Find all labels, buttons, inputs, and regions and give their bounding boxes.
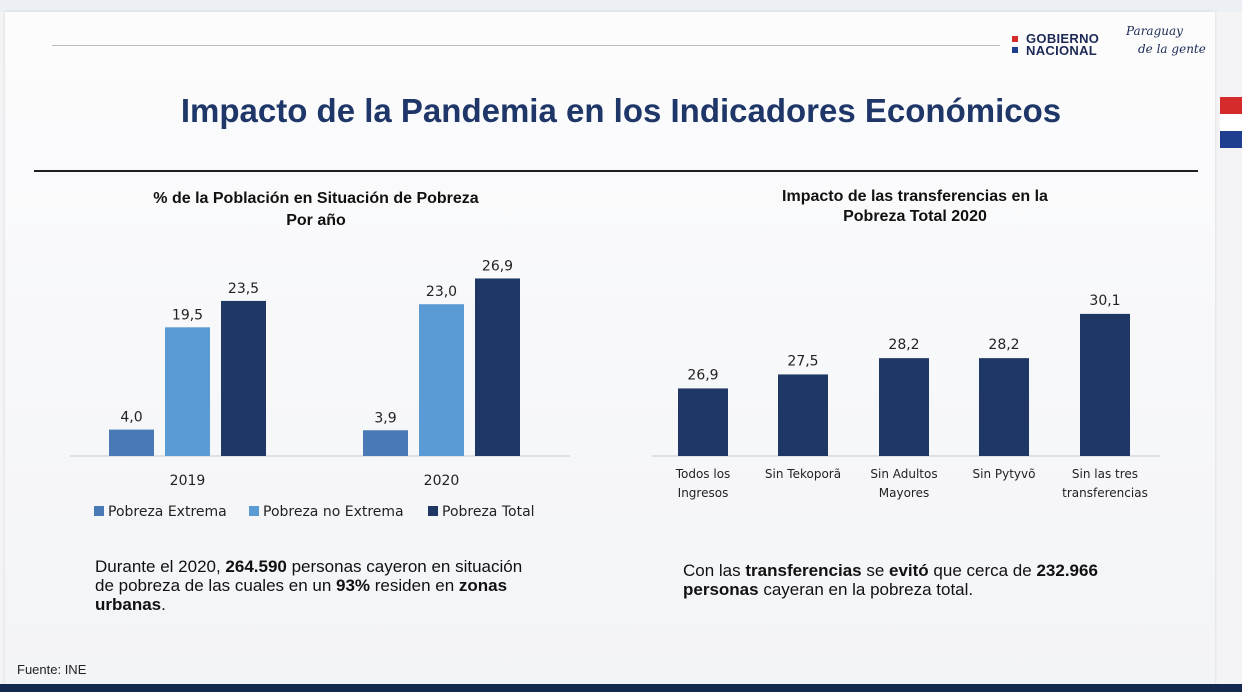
- transfers-impact-chart: 26,9 Todos los Ingresos 27,5 Sin Tekoporã 28,…: [652, 293, 1160, 500]
- x-tick-label: 2020: [424, 473, 460, 489]
- chart-left-title: % de la Población en Situación de Pobrez…: [96, 188, 536, 232]
- note-run: transferencias: [745, 561, 862, 580]
- bar-pobreza-no-extrema: [165, 327, 210, 456]
- logo-red-square: [1012, 36, 1018, 42]
- source-note: Fuente: INE: [17, 662, 87, 677]
- logo-py-line2: de la gente: [1138, 42, 1206, 56]
- bar-value-label: 27,5: [787, 353, 818, 369]
- chart-right-title-line2: Pobreza Total 2020: [843, 208, 987, 225]
- chart-left-title-line1: % de la Población en Situación de Pobrez…: [153, 190, 479, 207]
- paraguay-de-la-gente-logo: Paraguay de la gente: [1122, 24, 1212, 64]
- legend-label: Pobreza Extrema: [108, 504, 227, 520]
- note-run: 232.966 personas: [683, 561, 1098, 599]
- paraguay-flag-icon: [1220, 97, 1242, 149]
- title-rule: [34, 170, 1198, 172]
- bar-value-label: 26,9: [482, 258, 513, 274]
- note-run: Durante el 2020,: [95, 557, 226, 576]
- bar-value-label: 23,5: [228, 281, 259, 297]
- note-run: que cerca de: [928, 561, 1037, 580]
- flag-stripe-white: [1220, 114, 1242, 131]
- legend-swatch: [94, 506, 104, 516]
- bar-value-label: 23,0: [426, 284, 457, 300]
- bar-value-label: 28,2: [988, 337, 1019, 353]
- bar-pobreza-total: [979, 358, 1029, 456]
- flag-stripe-blue: [1220, 131, 1242, 148]
- note-run: se: [861, 561, 890, 580]
- bar-pobreza-total: [1080, 313, 1130, 456]
- note-run: cayeran en la pobreza total.: [758, 580, 974, 599]
- legend-item-pobreza-no-extrema: Pobreza no Extrema: [249, 504, 404, 524]
- logo-gov-line2: NACIONAL: [1026, 43, 1098, 58]
- header-rule: [52, 45, 1000, 46]
- x-tick-label: Ingresos: [678, 486, 729, 500]
- bar-pobreza-total: [678, 388, 728, 456]
- logo-gov-line1: GOBIERNO: [1026, 31, 1100, 46]
- bar-pobreza-extrema: [109, 429, 154, 456]
- bar-value-label: 26,9: [687, 367, 718, 383]
- bar-pobreza-total: [879, 358, 929, 456]
- x-tick-label: Sin Pytyvõ: [973, 467, 1036, 481]
- note-run: personas cayeron en situación de pobreza…: [95, 557, 523, 595]
- legend-label: Pobreza no Extrema: [263, 504, 404, 520]
- chart-right-title: Impacto de las transferencias en la Pobr…: [720, 187, 1110, 227]
- slide-title: Impacto de la Pandemia en los Indicadore…: [180, 92, 1062, 129]
- legend-item-pobreza-total: Pobreza Total: [428, 504, 535, 524]
- bar-value-label: 3,9: [374, 410, 396, 426]
- bar-value-label: 30,1: [1089, 293, 1120, 309]
- legend-swatch: [249, 506, 259, 516]
- x-tick-label: Sin Adultos: [870, 467, 937, 481]
- note-run: Con las: [683, 561, 746, 580]
- legend-item-pobreza-extrema: Pobreza Extrema: [94, 504, 227, 524]
- bar-pobreza-total: [221, 300, 266, 456]
- logo-py-line1: Paraguay: [1126, 24, 1183, 38]
- note-run: residen en: [370, 576, 459, 595]
- note-right: Con las transferencias se evitó que cerc…: [683, 561, 1113, 599]
- flag-stripe-red: [1220, 97, 1242, 114]
- top-strip: [0, 0, 1242, 12]
- note-run: 264.590: [225, 557, 287, 576]
- x-tick-label: Todos los: [675, 467, 731, 481]
- poverty-by-year-chart: 4,0 19,5 23,5 2019 3,9 23,0 26,9 2020: [70, 258, 570, 489]
- note-left: Durante el 2020, 264.590 personas cayero…: [95, 557, 535, 614]
- bar-value-label: 4,0: [120, 410, 142, 426]
- note-run: evitó: [889, 561, 929, 580]
- x-tick-label: transferencias: [1062, 486, 1148, 500]
- bar-pobreza-no-extrema: [419, 304, 464, 456]
- note-run: .: [161, 595, 166, 614]
- x-tick-label: Sin Tekoporã: [765, 467, 841, 481]
- gobierno-nacional-logo: GOBIERNO NACIONAL: [1012, 31, 1112, 59]
- bottom-bar: [0, 684, 1242, 692]
- logo-blue-square: [1012, 47, 1018, 53]
- bar-pobreza-total: [778, 374, 828, 456]
- note-run: 93%: [336, 576, 371, 595]
- chart-left-title-line2: Por año: [286, 212, 346, 229]
- x-tick-label: Sin las tres: [1072, 467, 1138, 481]
- x-tick-label: 2019: [170, 473, 206, 489]
- legend-swatch: [428, 506, 438, 516]
- bar-value-label: 19,5: [172, 307, 203, 323]
- note-run: zonas urbanas: [95, 576, 508, 614]
- bar-value-label: 28,2: [888, 337, 919, 353]
- bar-pobreza-total: [475, 278, 520, 456]
- legend-label: Pobreza Total: [442, 504, 535, 520]
- x-tick-label: Mayores: [879, 486, 929, 500]
- bar-pobreza-extrema: [363, 430, 408, 456]
- chart-right-title-line1: Impacto de las transferencias en la: [782, 188, 1048, 205]
- chart-left-legend: Pobreza Extrema Pobreza no Extrema Pobre…: [94, 504, 564, 524]
